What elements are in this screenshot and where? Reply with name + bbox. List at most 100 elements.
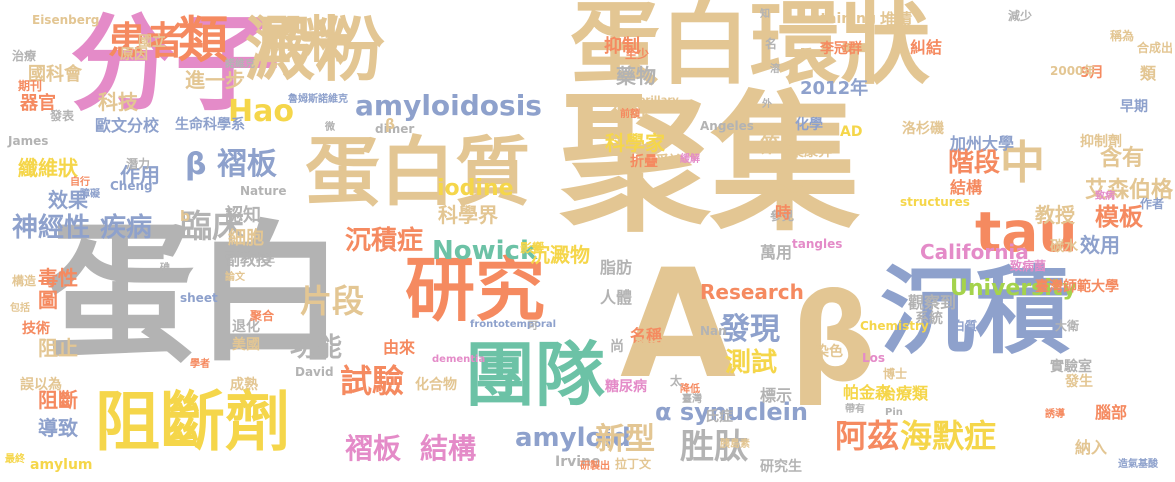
word-56: 作用 — [120, 163, 160, 187]
word-138: 自行 — [70, 177, 90, 188]
word-49: 結構 — [950, 178, 983, 197]
word-86: 洛杉磯 — [902, 121, 944, 137]
word-45: 艾森伯格 — [1085, 178, 1174, 203]
word-131: Cheng — [110, 179, 153, 193]
word-44: 臺灣師範大學 — [1035, 279, 1119, 295]
word-36: 阿茲 — [835, 417, 900, 455]
word-87: 抑制劑 — [1080, 134, 1122, 150]
word-28: 發現 — [720, 312, 780, 347]
word-20: 片段 — [300, 282, 365, 320]
word-21: 功能 — [290, 333, 343, 363]
word-183: 可 — [528, 321, 538, 332]
word-34: 新型 — [595, 422, 655, 457]
word-160: 名 — [765, 37, 778, 51]
word-6: 澱粉 — [245, 9, 385, 91]
word-174: 實驗室 — [1050, 359, 1092, 375]
word-93: 9月 — [1080, 65, 1104, 81]
word-119: 原因 — [120, 47, 148, 63]
word-48: 加州大學 — [950, 134, 1015, 153]
word-5: 沉積 — [880, 257, 1071, 367]
word-68: 藥物 — [616, 64, 656, 88]
word-100: 納入 — [1075, 438, 1108, 457]
word-187: 緩解 — [680, 154, 700, 165]
word-40: 階段 — [948, 148, 1001, 178]
word-52: 科學界 — [438, 203, 498, 227]
word-11: 阻斷劑 — [95, 385, 291, 460]
word-22: 臨床 — [180, 207, 245, 245]
word-113: 技術 — [22, 321, 50, 337]
word-96: 染色 — [815, 344, 843, 360]
word-38: α synuclein — [655, 398, 808, 426]
word-141: 包括 — [10, 303, 30, 314]
word-43: University — [950, 276, 1077, 301]
word-77: 名稱 — [630, 326, 663, 345]
word-182: 致病菌 — [1010, 259, 1047, 273]
word-66: 歐文分校 — [95, 116, 160, 135]
word-176: 衍生 — [255, 254, 275, 265]
word-133: neurofibrillary — [598, 95, 679, 106]
word-79: 標示 — [760, 386, 793, 405]
word-127: sheet — [180, 291, 218, 305]
word-55: 科技 — [98, 90, 138, 114]
word-98: 發生 — [1065, 374, 1093, 390]
word-88: 李冠群 — [820, 41, 862, 57]
word-132: dimer — [375, 122, 415, 136]
word-19: amyloidosis — [355, 89, 542, 122]
word-151: 2000年 — [1050, 64, 1096, 78]
word-129: frontotemporal — [470, 319, 557, 330]
word-153: 學者 — [190, 359, 210, 370]
word-125: structures — [900, 195, 970, 209]
word-32: 結構 — [420, 432, 477, 465]
word-123: Angeles — [700, 119, 754, 133]
word-188: 最終 — [5, 454, 25, 465]
word-166: β — [385, 117, 396, 133]
word-169: 葉康昇 — [790, 144, 832, 160]
word-158: 臺灣 — [682, 394, 702, 405]
word-154: 研製出 — [580, 461, 610, 472]
word-59: 阻止 — [38, 336, 78, 360]
word-136: 發表 — [50, 109, 75, 123]
word-155: 造氣基酸 — [1118, 459, 1158, 470]
word-161: 外 — [762, 99, 772, 110]
word-186: 胰島素 — [720, 439, 750, 450]
word-128: dementia — [432, 354, 486, 365]
word-64: 國科會 — [28, 64, 82, 85]
word-177: 影響 — [520, 241, 545, 255]
word-97: 治療類 — [880, 384, 929, 403]
word-139: 障礙 — [80, 189, 100, 200]
word-135: 期刊 — [18, 79, 43, 93]
word-159: 溶 — [770, 64, 780, 75]
word-145: 前額 — [620, 109, 640, 120]
word-102: 白質 — [953, 319, 978, 333]
word-42: California — [920, 240, 1029, 264]
word-121: 爭論 — [655, 154, 683, 170]
word-16: 患者 — [108, 19, 185, 63]
word-13: 中 — [1000, 136, 1046, 189]
word-99: 腦部 — [1095, 403, 1128, 422]
word-184: 太 — [670, 374, 683, 388]
word-47: 效用 — [1080, 233, 1120, 257]
word-10: 團隊 — [465, 334, 605, 416]
word-70: 科學家 — [605, 131, 665, 155]
word-140: 構造 — [12, 274, 37, 288]
word-172: Pin — [885, 407, 903, 418]
word-112: David — [295, 365, 334, 379]
word-78: 脂肪 — [600, 258, 633, 277]
word-84: 分校 — [775, 184, 803, 200]
word-148: 參見 — [770, 209, 795, 223]
word-109: 成熟 — [230, 377, 258, 393]
word-7: 蛋白環狀 — [570, 0, 930, 97]
word-108: 化合物 — [415, 377, 457, 393]
word-72: 第2 — [760, 133, 794, 157]
word-101: Chemistry — [860, 319, 929, 333]
word-157: 降低 — [680, 384, 700, 395]
word-0: 分子 — [70, 3, 281, 125]
word-149: 致病 — [1095, 191, 1115, 202]
word-15: 澱粉 — [255, 11, 355, 69]
word-181: 腫 — [800, 47, 813, 61]
word-168: 研究生 — [760, 459, 802, 475]
word-63: 毒性 — [38, 266, 78, 290]
word-91: staining — [812, 11, 877, 27]
word-146: 減少 — [1008, 9, 1033, 23]
word-4: β — [790, 270, 876, 409]
